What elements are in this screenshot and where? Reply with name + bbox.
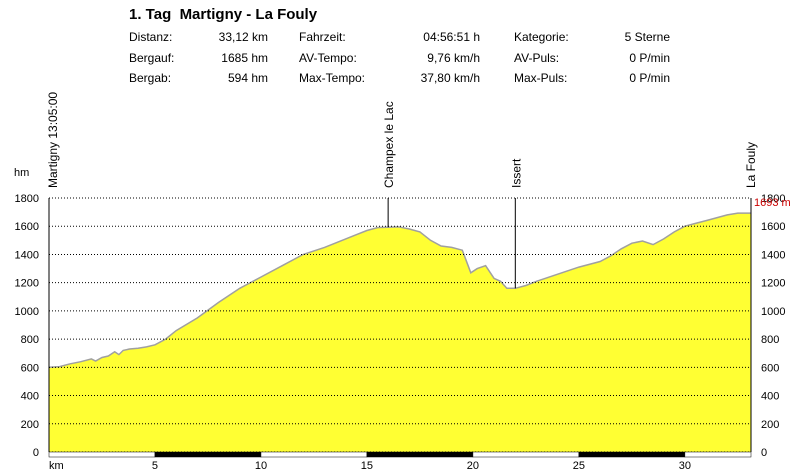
stat-value-fahrzeit: 04:56:51 h (423, 30, 480, 44)
stat-label-av-puls: AV-Puls: (514, 51, 560, 65)
y-tick-label-right: 1600 (761, 221, 785, 233)
route-title: 1. Tag Martigny - La Fouly (129, 6, 318, 23)
y-axis-unit-label: hm (14, 167, 29, 179)
y-tick-label-left: 1000 (15, 306, 39, 318)
stat-value-bergab: 594 hm (227, 71, 268, 85)
stat-label-av-tempo: AV-Tempo: (299, 51, 357, 65)
y-tick-label-right: 1800 (761, 193, 785, 205)
stat-label-bergab: Bergab: (129, 71, 172, 85)
x-tick-label: 10 (255, 460, 267, 472)
x-axis-start-label: km (49, 460, 64, 472)
x-axis-scale-segment (472, 451, 580, 458)
y-tick-label-right: 200 (761, 419, 779, 431)
y-tick-label-right: 1000 (761, 306, 785, 318)
stat-value-bergauf: 1685 hm (221, 51, 268, 65)
elevation-line (48, 212, 751, 369)
y-tick-label-right: 600 (761, 362, 779, 374)
x-tick-label: 25 (573, 460, 585, 472)
max-elevation-label: 1693 m (754, 197, 791, 209)
x-axis-scale-segment (154, 451, 262, 458)
y-tick-label-left: 200 (21, 419, 39, 431)
y-tick-label-right: 1200 (761, 278, 785, 290)
y-tick-label-left: 1200 (15, 278, 39, 290)
y-tick-label-left: 800 (21, 334, 39, 346)
x-tick-label: 30 (679, 460, 691, 472)
y-tick-label-left: 1400 (15, 249, 39, 261)
stat-value-max-puls: 0 P/min (629, 71, 670, 85)
stat-value-distanz: 33,12 km (218, 30, 268, 44)
stat-value-kategorie: 5 Sterne (624, 30, 670, 44)
stat-label-fahrzeit: Fahrzeit: (299, 30, 346, 44)
waypoint-label: Issert (509, 158, 523, 188)
stat-label-max-tempo: Max-Tempo: (299, 71, 366, 85)
y-tick-label-left: 1800 (15, 193, 39, 205)
stat-label-kategorie: Kategorie: (514, 30, 569, 44)
x-tick-label: 20 (467, 460, 479, 472)
y-tick-label-right: 800 (761, 334, 779, 346)
waypoint-label: La Fouly (744, 142, 758, 188)
y-tick-label-left: 1600 (15, 221, 39, 233)
y-tick-label-right: 1400 (761, 249, 785, 261)
stat-value-av-puls: 0 P/min (629, 51, 670, 65)
x-tick-label: 5 (152, 460, 158, 472)
stat-label-max-puls: Max-Puls: (514, 71, 568, 85)
waypoint-label: Martigny 13:05:00 (46, 92, 60, 188)
x-axis-scale-segment (366, 451, 474, 458)
waypoint-label: Champex le Lac (382, 101, 396, 188)
x-axis-scale-segment (578, 451, 686, 458)
stat-value-max-tempo: 37,80 km/h (420, 71, 480, 85)
x-tick-label: 15 (361, 460, 373, 472)
elevation-area (49, 213, 751, 452)
y-tick-label-left: 600 (21, 362, 39, 374)
x-axis-scale-segment (48, 451, 156, 458)
y-tick-label-left: 0 (33, 447, 39, 459)
y-tick-label-right: 400 (761, 391, 779, 403)
x-axis-scale-segment (684, 451, 752, 458)
stat-label-bergauf: Bergauf: (129, 51, 175, 65)
stat-label-distanz: Distanz: (129, 30, 173, 44)
y-tick-label-left: 400 (21, 391, 39, 403)
y-tick-label-right: 0 (761, 447, 767, 459)
x-axis-scale-segment (260, 451, 368, 458)
stat-value-av-tempo: 9,76 km/h (427, 51, 480, 65)
